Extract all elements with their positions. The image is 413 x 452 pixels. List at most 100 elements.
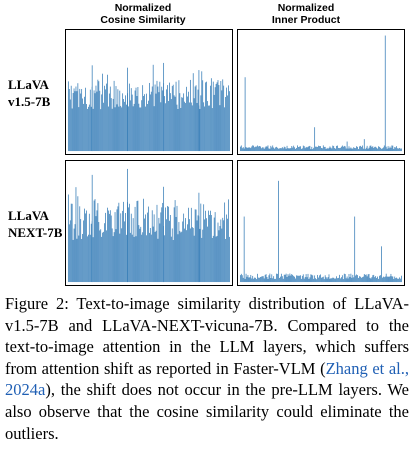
bar <box>306 147 308 152</box>
bar <box>295 148 296 152</box>
bar <box>92 108 94 152</box>
bar <box>258 277 259 283</box>
bar <box>326 278 328 283</box>
bar <box>145 214 146 283</box>
bar <box>213 217 215 283</box>
bar <box>126 234 127 283</box>
bar <box>264 274 266 283</box>
bar <box>299 146 300 152</box>
bar <box>357 146 358 152</box>
bar <box>336 276 337 283</box>
bar <box>67 194 69 283</box>
bar <box>335 278 337 283</box>
bar <box>137 200 139 283</box>
bar <box>270 145 272 152</box>
bar <box>333 277 335 283</box>
bar <box>311 274 313 283</box>
bar <box>378 146 379 152</box>
bar <box>86 210 87 283</box>
bar <box>81 89 83 152</box>
bar <box>158 217 160 283</box>
bar <box>164 235 165 283</box>
bar <box>183 213 185 283</box>
bar <box>115 229 117 283</box>
bar <box>135 87 137 152</box>
bar <box>150 91 152 152</box>
bar <box>151 86 153 152</box>
bar <box>302 274 304 283</box>
bar <box>318 277 319 283</box>
bar <box>341 145 343 152</box>
bar <box>214 212 216 283</box>
bar <box>174 200 176 283</box>
bar <box>143 95 144 152</box>
bar <box>318 145 319 152</box>
bar <box>70 85 72 152</box>
bar <box>244 278 246 283</box>
bar <box>148 100 149 152</box>
bar <box>389 146 391 152</box>
bar <box>190 207 192 283</box>
bar <box>89 89 91 152</box>
bar <box>321 277 322 283</box>
bar <box>310 274 312 283</box>
bar <box>291 146 293 152</box>
bar <box>323 279 325 283</box>
bar <box>185 103 186 152</box>
bar <box>292 147 294 152</box>
bar <box>87 108 88 152</box>
bar <box>315 146 316 152</box>
bar <box>184 228 185 283</box>
bar <box>301 148 303 152</box>
bar <box>354 147 356 152</box>
bar <box>183 93 185 152</box>
bar <box>386 276 388 283</box>
bar <box>251 278 253 283</box>
bar <box>308 278 310 283</box>
bar <box>259 146 261 152</box>
bar <box>178 222 180 283</box>
bar <box>392 276 394 283</box>
bar <box>371 147 373 152</box>
bar <box>294 276 296 283</box>
bar <box>389 276 391 283</box>
bar <box>325 277 327 283</box>
bar <box>68 224 70 283</box>
bar <box>373 274 375 283</box>
bar <box>98 222 100 283</box>
caption-text-after: ), the shift does not occur in the pre-L… <box>5 380 409 443</box>
bar <box>298 275 299 283</box>
bar <box>211 237 213 283</box>
bar <box>254 277 255 283</box>
bar <box>205 82 206 152</box>
bar <box>193 235 195 283</box>
bar <box>381 148 382 152</box>
bar <box>204 219 205 283</box>
bar <box>353 147 355 152</box>
bar <box>239 146 241 152</box>
bar <box>262 276 264 283</box>
bar <box>101 94 103 152</box>
bar <box>87 236 88 283</box>
bar <box>365 147 367 152</box>
bar <box>128 106 129 152</box>
citation-link[interactable]: Zhang et al., 2024a <box>5 358 410 400</box>
bar <box>175 81 177 152</box>
bar <box>338 147 339 152</box>
bar <box>103 231 104 283</box>
bar <box>357 275 358 283</box>
bar <box>242 147 244 152</box>
bar <box>385 273 387 283</box>
bar <box>365 274 367 283</box>
bar <box>85 87 86 152</box>
bar <box>116 104 118 152</box>
bar <box>314 275 316 283</box>
bar <box>256 279 257 283</box>
bar <box>366 145 368 152</box>
bar <box>133 103 135 152</box>
bar <box>96 210 98 283</box>
bar <box>354 216 356 283</box>
bar <box>269 273 271 283</box>
bar <box>400 148 401 152</box>
bar <box>112 98 114 152</box>
